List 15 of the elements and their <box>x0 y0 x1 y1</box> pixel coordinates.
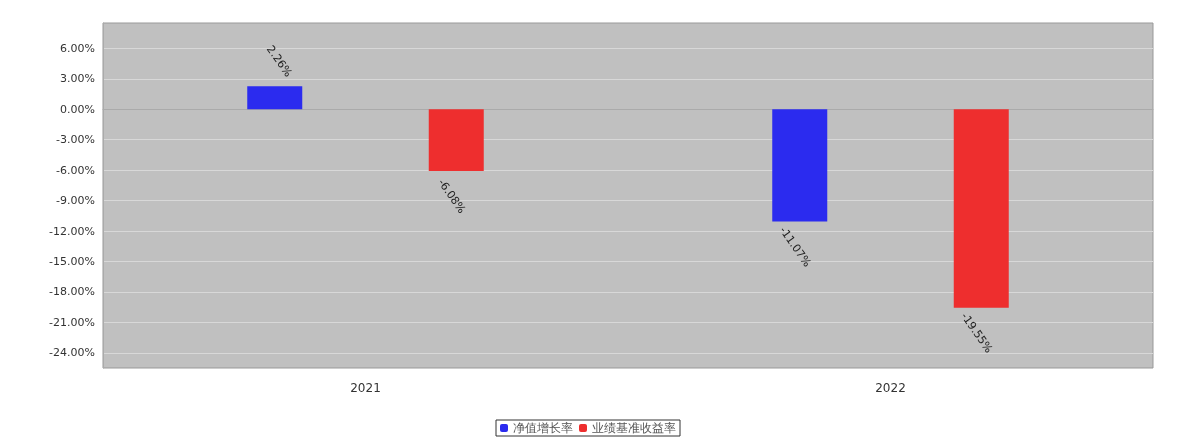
y-tick-label: -24.00% <box>49 346 95 360</box>
legend-label: 净值增长率 <box>513 421 573 435</box>
y-tick-label: -21.00% <box>49 315 95 329</box>
y-tick-label: -9.00% <box>56 194 95 208</box>
y-tick-label: 0.00% <box>60 102 95 116</box>
y-tick-label: -6.00% <box>56 163 95 177</box>
y-tick-label: -15.00% <box>49 254 95 268</box>
x-tick-label: 2021 <box>350 381 381 395</box>
y-tick-label: -3.00% <box>56 133 95 147</box>
y-tick-label: -18.00% <box>49 285 95 299</box>
legend-label: 业绩基准收益率 <box>592 421 676 435</box>
y-tick-label: 3.00% <box>60 72 95 86</box>
x-tick-label: 2022 <box>875 381 906 395</box>
y-tick-label: 6.00% <box>60 41 95 55</box>
y-tick-label: -12.00% <box>49 224 95 238</box>
